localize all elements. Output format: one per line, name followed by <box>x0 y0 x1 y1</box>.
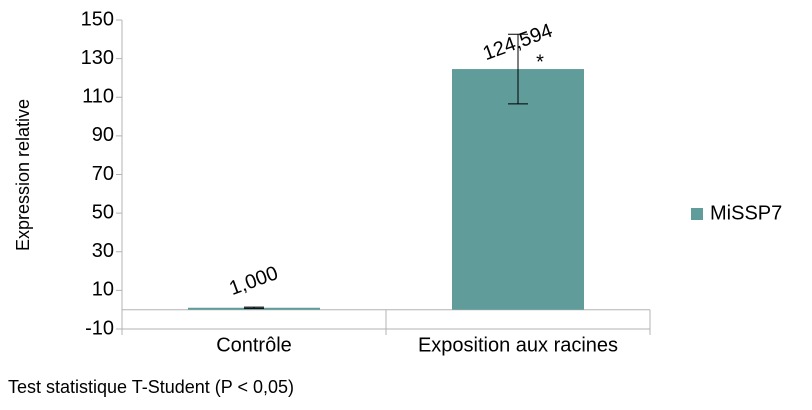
y-tick-label: -10 <box>85 317 114 339</box>
annotation: * <box>536 51 544 73</box>
x-tick-label: Contrôle <box>216 334 292 356</box>
legend-swatch <box>691 208 703 220</box>
y-tick-label: 70 <box>92 163 114 185</box>
legend-label: MiSSP7 <box>710 202 782 224</box>
y-tick-label: 10 <box>92 279 114 301</box>
y-tick-label: 110 <box>82 86 114 108</box>
y-axis-label: Expression relative <box>13 99 33 251</box>
data-label: 1,000 <box>226 262 281 300</box>
footnote: Test statistique T-Student (P < 0,05) <box>8 377 294 397</box>
bar <box>452 69 584 310</box>
y-tick-label: 90 <box>92 124 114 146</box>
y-tick-label: 150 <box>81 8 114 30</box>
y-tick-label: 50 <box>92 201 114 223</box>
y-tick-label: 30 <box>92 240 114 262</box>
y-tick-label: 130 <box>81 47 114 69</box>
x-tick-label: Exposition aux racines <box>418 334 618 356</box>
